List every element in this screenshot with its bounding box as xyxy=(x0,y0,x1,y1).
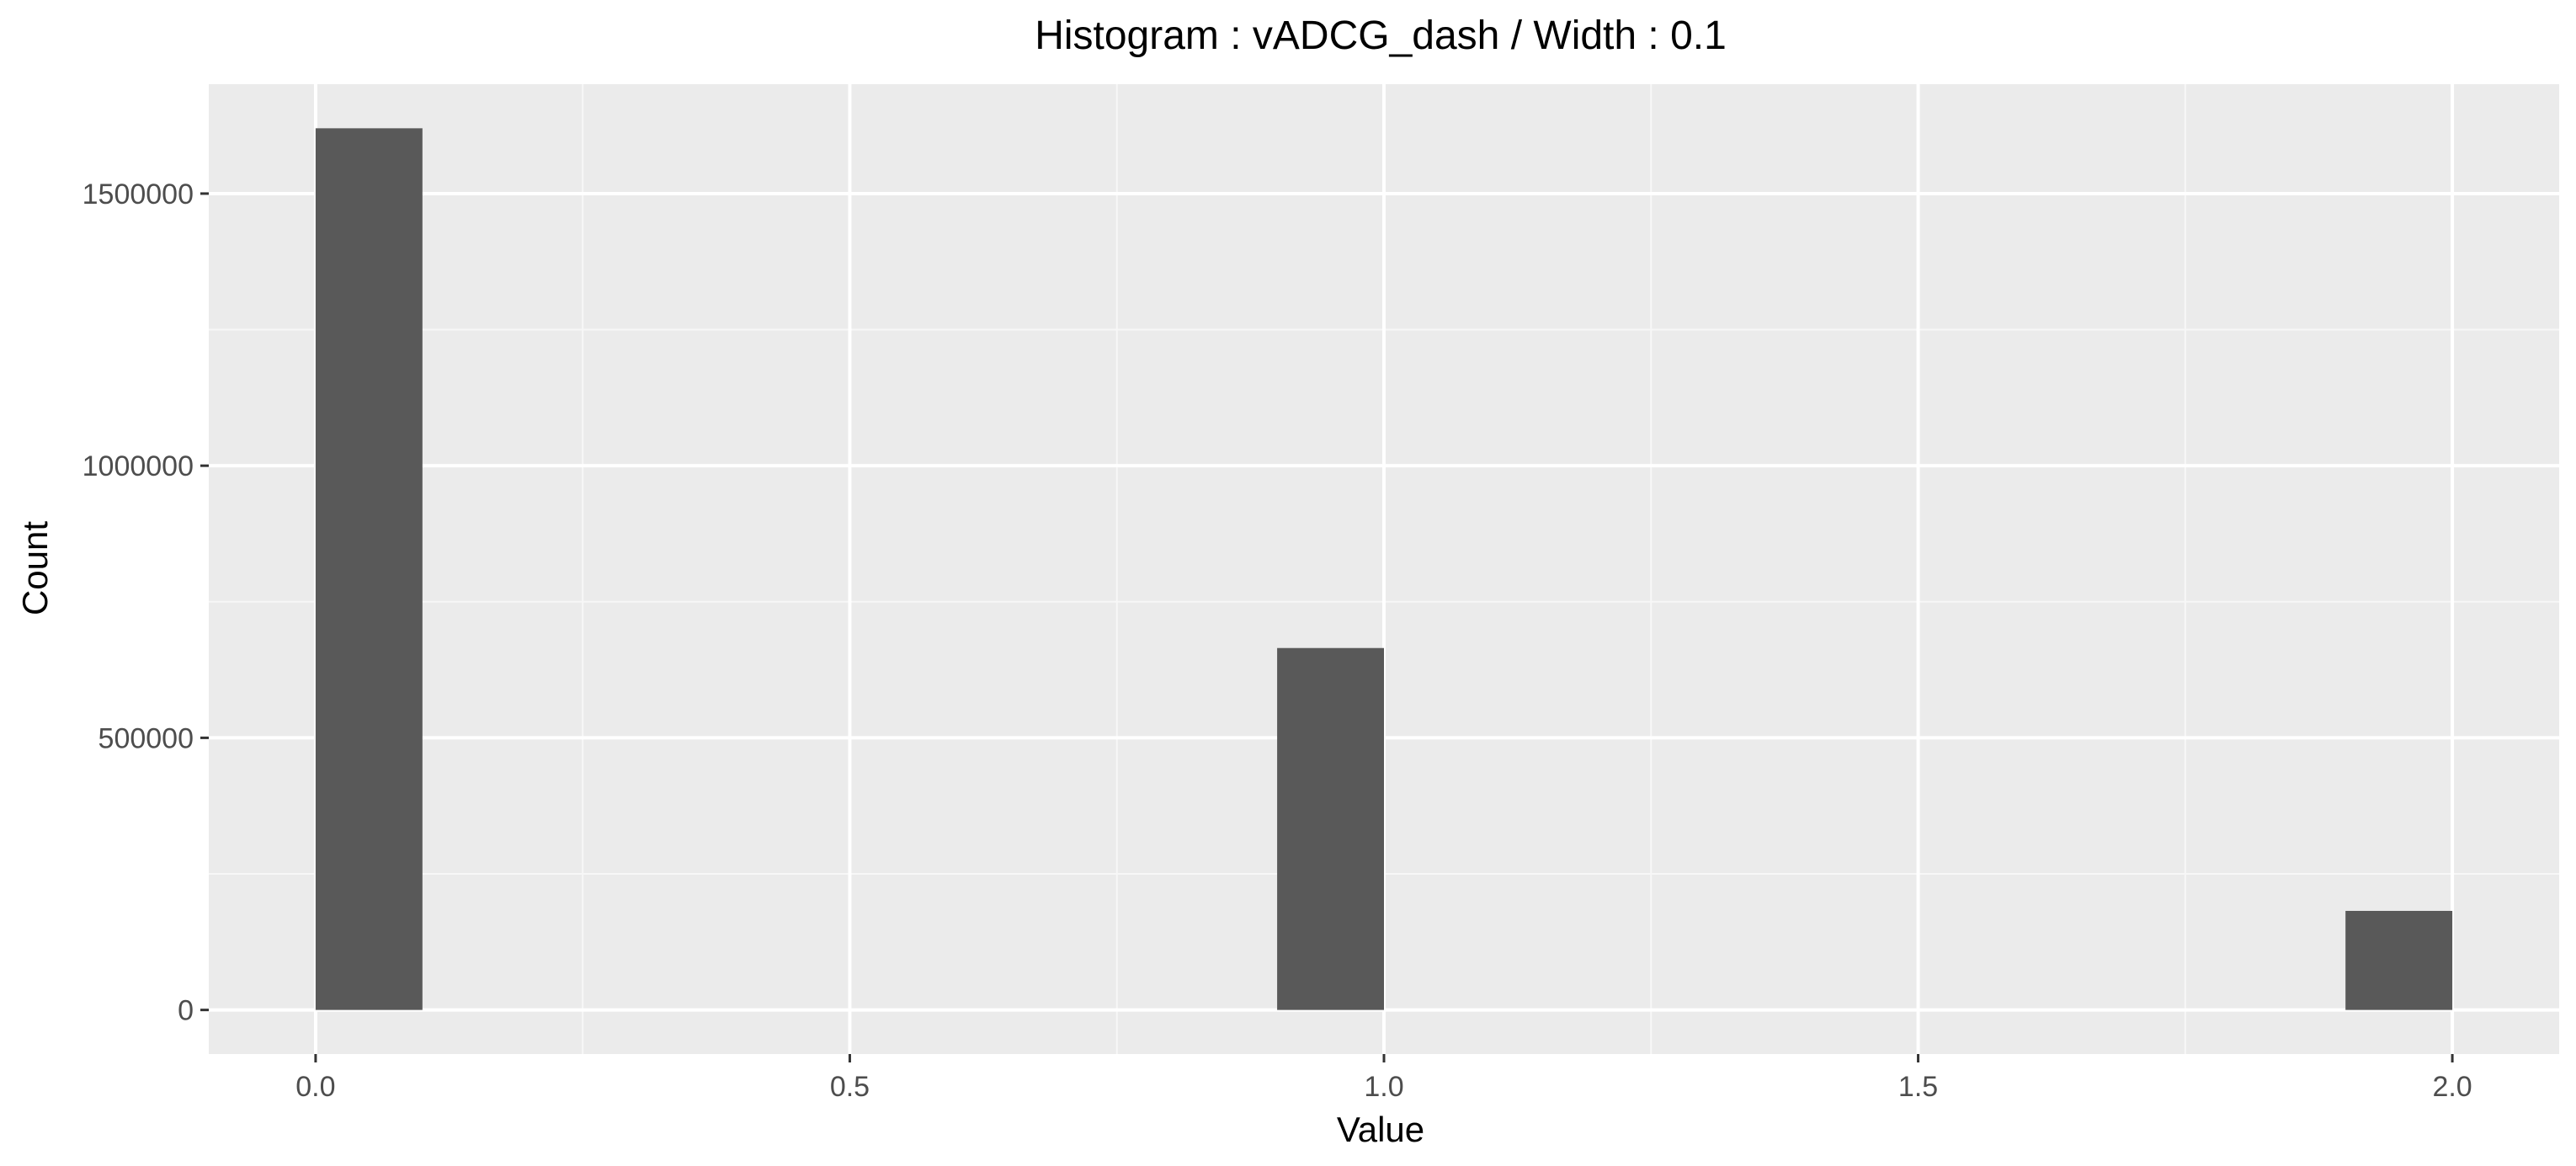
histogram-bars xyxy=(315,128,2453,1010)
x-tick-label: 1.5 xyxy=(1898,1071,1938,1103)
histogram-bar xyxy=(1277,647,1384,1010)
x-axis: 0.0 0.5 1.0 1.5 2.0 xyxy=(295,1054,2472,1103)
y-axis: 0 500000 1000000 1500000 xyxy=(82,178,209,1027)
y-tick-label: 1500000 xyxy=(82,178,194,210)
x-tick-label: 2.0 xyxy=(2432,1071,2472,1103)
y-tick-label: 500000 xyxy=(98,722,194,754)
y-tick-label: 0 xyxy=(178,995,194,1027)
chart-title: Histogram : vADCG_dash / Width : 0.1 xyxy=(1035,13,1727,58)
y-tick-label: 1000000 xyxy=(82,450,194,482)
x-axis-title: Value xyxy=(1337,1110,1424,1149)
x-tick-label: 1.0 xyxy=(1364,1071,1403,1103)
histogram-bar xyxy=(2345,910,2453,1010)
y-axis-title: Count xyxy=(15,521,55,615)
histogram-bar xyxy=(315,128,423,1010)
x-tick-label: 0.5 xyxy=(830,1071,870,1103)
x-tick-label: 0.0 xyxy=(295,1071,335,1103)
